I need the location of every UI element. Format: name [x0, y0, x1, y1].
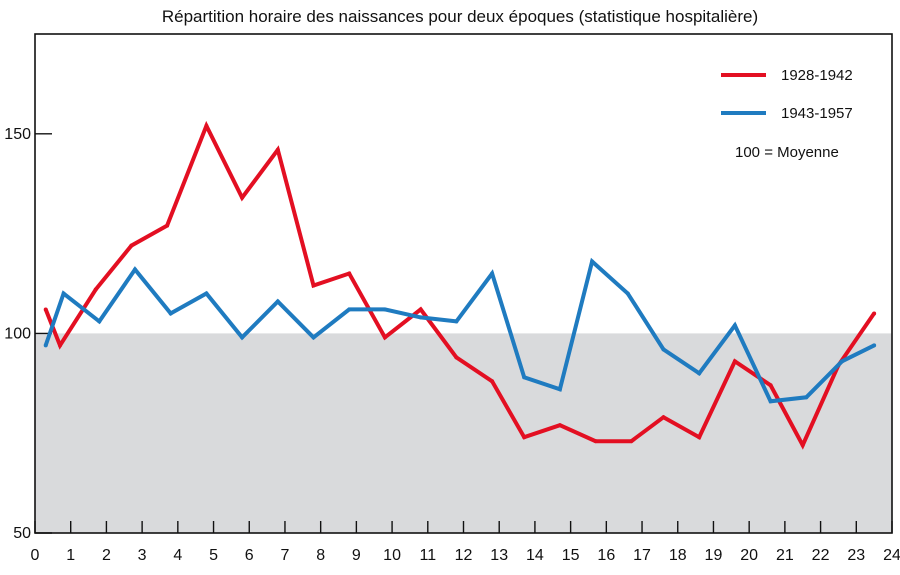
legend-label-1943-1957: 1943-1957	[781, 105, 853, 122]
data-point-1928-1942	[768, 383, 773, 388]
data-point-1943-1957	[454, 319, 459, 324]
data-point-1928-1942	[204, 123, 209, 128]
y-axis-ticks: 50 100 150	[4, 126, 52, 542]
data-point-1943-1957	[204, 291, 209, 296]
shaded-below-average	[35, 333, 892, 533]
x-tick-label: 11	[419, 547, 436, 564]
data-point-1943-1957	[590, 259, 595, 264]
x-tick-label: 12	[455, 547, 473, 564]
x-tick-label: 1	[66, 547, 75, 564]
x-tick-label: 13	[490, 547, 508, 564]
x-tick-label: 9	[352, 547, 361, 564]
data-point-1943-1957	[872, 343, 877, 348]
y-tick-label: 100	[4, 325, 31, 342]
legend-label-1928-1942: 1928-1942	[781, 67, 853, 84]
data-point-1928-1942	[347, 271, 352, 276]
x-tick-label: 23	[847, 547, 865, 564]
data-point-1943-1957	[490, 271, 495, 276]
data-point-1928-1942	[240, 195, 245, 200]
x-tick-label: 22	[812, 547, 830, 564]
x-tick-label: 5	[209, 547, 218, 564]
data-point-1943-1957	[132, 267, 137, 272]
data-point-1928-1942	[93, 287, 98, 292]
data-point-1943-1957	[275, 299, 280, 304]
data-point-1928-1942	[800, 443, 805, 448]
data-point-1943-1957	[311, 335, 316, 340]
data-point-1943-1957	[768, 399, 773, 404]
x-tick-label: 6	[245, 547, 254, 564]
y-tick-label: 150	[4, 126, 31, 143]
x-tick-label: 8	[316, 547, 325, 564]
x-tick-label: 24	[883, 547, 900, 564]
x-tick-label: 7	[281, 547, 290, 564]
data-point-1928-1942	[382, 335, 387, 340]
data-point-1928-1942	[165, 223, 170, 228]
x-axis-ticks: 0 1 2 3 4 5 6 7 8 9 10 11 12 13 14 15 16 17 18 19 20 21 22 23 24	[31, 521, 900, 564]
data-point-1928-1942	[557, 423, 562, 428]
x-tick-label: 20	[740, 547, 758, 564]
x-tick-label: 17	[633, 547, 651, 564]
data-point-1928-1942	[275, 147, 280, 152]
data-point-1928-1942	[311, 283, 316, 288]
legend: 1928-1942 1943-1957 100 = Moyenne	[721, 67, 853, 161]
data-point-1943-1957	[697, 371, 702, 376]
data-point-1943-1957	[418, 315, 423, 320]
data-point-1943-1957	[522, 375, 527, 380]
data-point-1943-1957	[557, 387, 562, 392]
data-point-1928-1942	[129, 243, 134, 248]
legend-reference-note: 100 = Moyenne	[735, 144, 839, 161]
data-point-1928-1942	[454, 355, 459, 360]
data-point-1943-1957	[347, 307, 352, 312]
x-tick-label: 21	[776, 547, 794, 564]
chart-title: Répartition horaire des naissances pour …	[162, 7, 758, 26]
y-tick-label: 50	[13, 525, 31, 542]
data-point-1943-1957	[804, 395, 809, 400]
x-tick-label: 14	[526, 547, 544, 564]
x-tick-label: 10	[383, 547, 401, 564]
data-point-1943-1957	[661, 347, 666, 352]
x-tick-label: 16	[597, 547, 615, 564]
data-point-1943-1957	[840, 359, 845, 364]
data-point-1928-1942	[872, 311, 877, 316]
x-tick-label: 4	[173, 547, 182, 564]
data-point-1943-1957	[61, 291, 66, 296]
data-point-1928-1942	[43, 307, 48, 312]
data-point-1928-1942	[57, 343, 62, 348]
data-point-1928-1942	[661, 415, 666, 420]
data-point-1928-1942	[522, 435, 527, 440]
data-point-1943-1957	[97, 319, 102, 324]
data-point-1928-1942	[490, 379, 495, 384]
x-tick-label: 18	[669, 547, 687, 564]
data-point-1928-1942	[418, 307, 423, 312]
data-point-1943-1957	[240, 335, 245, 340]
data-point-1943-1957	[168, 311, 173, 316]
data-point-1943-1957	[732, 323, 737, 328]
series-layer	[43, 120, 877, 450]
x-tick-label: 0	[31, 547, 40, 564]
data-point-1928-1942	[593, 439, 598, 444]
x-tick-label: 2	[102, 547, 111, 564]
data-point-1943-1957	[382, 307, 387, 312]
data-point-1928-1942	[732, 359, 737, 364]
x-tick-label: 19	[705, 547, 723, 564]
data-point-1928-1942	[629, 439, 634, 444]
x-tick-label: 3	[138, 547, 147, 564]
data-point-1943-1957	[625, 291, 630, 296]
data-point-1928-1942	[697, 435, 702, 440]
data-point-1943-1957	[43, 343, 48, 348]
x-tick-label: 15	[562, 547, 580, 564]
